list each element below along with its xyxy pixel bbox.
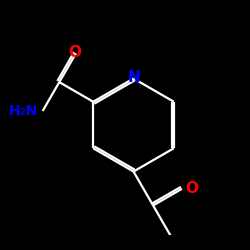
Text: H₂N: H₂N xyxy=(8,104,38,118)
Text: N: N xyxy=(127,70,140,85)
Text: O: O xyxy=(186,181,198,196)
Text: O: O xyxy=(68,44,81,60)
